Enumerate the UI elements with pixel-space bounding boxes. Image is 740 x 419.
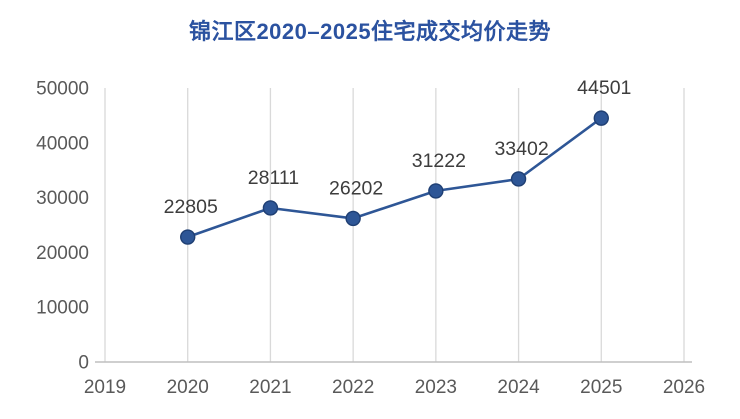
x-tick-label: 2025 <box>580 377 622 398</box>
x-tick-label: 2020 <box>167 377 209 398</box>
data-point-label: 22805 <box>164 196 218 218</box>
x-tick-label: 2024 <box>497 377 540 398</box>
x-tick-label: 2023 <box>415 377 457 398</box>
y-tick-label: 20000 <box>36 243 89 264</box>
y-tick-label: 10000 <box>36 298 89 319</box>
x-tick-label: 2021 <box>249 377 291 398</box>
y-tick-label: 0 <box>78 353 89 374</box>
data-point-marker <box>510 171 527 187</box>
x-tick-label: 2026 <box>663 377 705 398</box>
trend-line <box>186 116 603 239</box>
data-point-label: 28111 <box>248 167 299 189</box>
data-point-label: 31222 <box>412 150 466 172</box>
data-point-label: 26202 <box>329 177 383 199</box>
data-point-marker <box>428 183 444 199</box>
y-tick-label: 50000 <box>36 79 89 100</box>
data-point-marker <box>180 229 196 245</box>
data-point-marker <box>593 110 609 126</box>
chart-title: 锦江区2020–2025住宅成交均价走势 <box>188 19 552 44</box>
x-tick-label: 2019 <box>84 377 126 398</box>
y-tick-label: 40000 <box>36 133 89 154</box>
data-point-label: 33402 <box>494 138 548 160</box>
x-tick-label: 2022 <box>332 377 374 398</box>
data-point-label: 44501 <box>577 77 631 99</box>
data-point-marker <box>345 210 361 227</box>
data-point-marker <box>262 200 279 216</box>
y-tick-label: 30000 <box>36 188 89 209</box>
